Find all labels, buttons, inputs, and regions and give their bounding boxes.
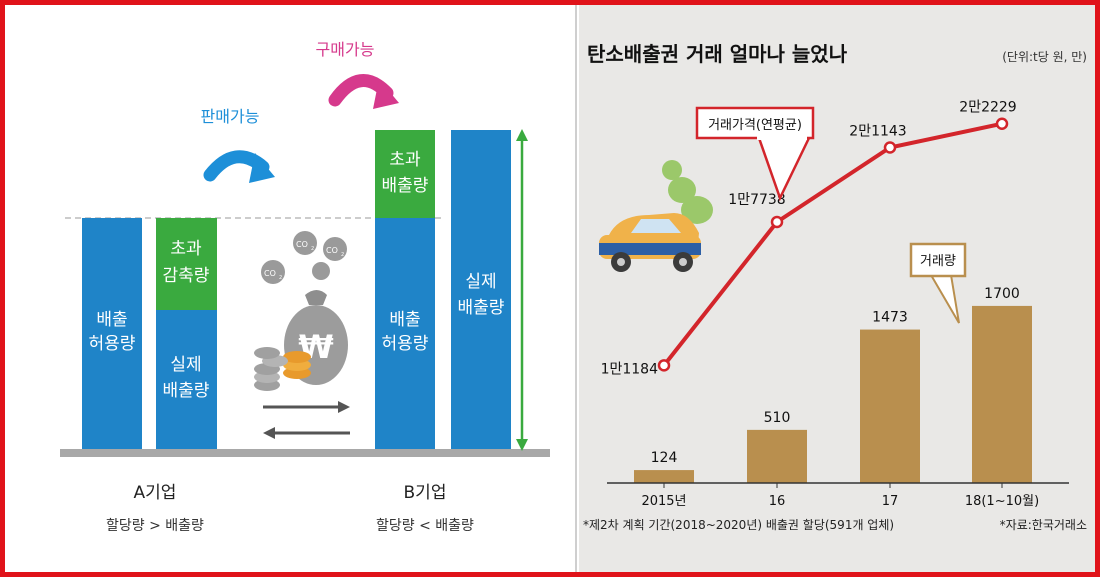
b-excess-label-1: 초과 (389, 150, 421, 170)
x-axis: 2015년 16 17 18(1~10월) (607, 482, 1069, 509)
co2-bubble-icon: CO 2 (261, 260, 285, 284)
company-a-label: A기업 (134, 483, 177, 503)
b-actual-label-1: 실제 (465, 272, 496, 292)
price-point-label: 2만2229 (959, 100, 1016, 116)
price-callout: 거래가격(연평균) (695, 106, 815, 202)
volume-bar-label: 1700 (984, 286, 1020, 302)
source-note: *자료:한국거래소 (1000, 518, 1087, 532)
a-actual-label-1: 실제 (170, 355, 201, 375)
x-tick-label: 17 (882, 494, 899, 509)
price-point (995, 117, 1009, 130)
volume-bar (972, 305, 1032, 483)
svg-text:CO: CO (264, 269, 276, 278)
price-point-label: 1만1184 (601, 361, 659, 377)
price-line: 1만1184 1만7738 2만1143 2만2229 (601, 100, 1017, 378)
car-icon (599, 160, 713, 272)
b-excess-label-2: 배출량 (382, 176, 429, 196)
a-allowance-bar (82, 218, 142, 449)
ground-bar (60, 449, 550, 457)
a-actual-bar (156, 310, 217, 449)
price-point (770, 215, 784, 229)
buy-possible-label: 구매가능 (316, 40, 375, 59)
volume-bar-label: 1473 (872, 310, 908, 326)
a-actual-label-2: 배출량 (163, 381, 210, 401)
a-reduction-bar (156, 218, 217, 310)
volume-bar (860, 329, 920, 483)
price-series-name: 거래가격(연평균) (708, 118, 802, 133)
bracket-arrow-down-icon (516, 439, 528, 451)
b-actual-bar (451, 130, 511, 449)
x-tick-label: 16 (769, 494, 786, 509)
a-reduction-label-1: 초과 (170, 239, 202, 259)
svg-text:2: 2 (279, 275, 282, 281)
b-allowance-label-2: 허용량 (382, 334, 429, 354)
co2-bubble-icon: CO 2 (323, 237, 347, 261)
volume-bar-label: 510 (764, 410, 791, 426)
emission-trading-diagram: 배출 허용량 초과 감축량 실제 배출량 초과 배출량 배출 허용량 실제 배출… (60, 40, 550, 534)
volume-bar-label: 124 (651, 450, 678, 466)
volume-bar (634, 470, 694, 483)
trade-chart: 탄소배출권 거래 얼마나 늘었나 (단위:t당 원, 만) 124 510 1473… (583, 42, 1087, 532)
a-reduction-label-2: 감축량 (163, 266, 210, 286)
a-allowance-label-1: 배출 (96, 310, 127, 330)
co2-bubble-icon (312, 262, 330, 280)
company-b-label: B기업 (404, 483, 447, 503)
svg-text:2: 2 (341, 252, 344, 258)
svg-text:CO: CO (296, 240, 308, 249)
footnote: *제2차 계획 기간(2018~2020년) 배출권 할당(591개 업체) (583, 518, 894, 532)
a-allowance-label-2: 허용량 (89, 334, 136, 354)
svg-text:CO: CO (326, 246, 338, 255)
unit-note: (단위:t당 원, 만) (1002, 50, 1087, 64)
b-actual-label-2: 배출량 (458, 298, 505, 318)
right-panel: 탄소배출권 거래 얼마나 늘었나 (단위:t당 원, 만) 124 510 1473… (579, 5, 1095, 572)
price-point (883, 141, 897, 154)
buy-arrowhead-icon (373, 79, 399, 109)
company-a-note: 할당량 > 배출량 (106, 518, 204, 534)
bracket-arrow-up-icon (516, 129, 528, 141)
price-point (657, 359, 671, 372)
company-b-note: 할당량 < 배출량 (376, 518, 474, 534)
price-line-path (662, 121, 1003, 367)
coins-icon (254, 347, 311, 391)
price-point-label: 2만1143 (849, 123, 906, 139)
sell-possible-label: 판매가능 (201, 107, 260, 126)
price-point-label: 1만7738 (728, 192, 785, 208)
volume-callout: 거래량 (909, 242, 967, 324)
co2-bubble-icon: CO 2 (293, 231, 317, 255)
b-excess-bar (375, 130, 435, 218)
exchange-arrows-icon (263, 401, 350, 439)
sell-arrowhead-icon (249, 153, 275, 183)
b-allowance-label-1: 배출 (389, 310, 420, 330)
b-allowance-bar (375, 218, 435, 449)
svg-text:2: 2 (311, 246, 314, 252)
volume-bar (747, 429, 807, 483)
x-tick-label: 18(1~10월) (965, 494, 1039, 509)
volume-series-name: 거래량 (920, 254, 956, 269)
x-tick-label: 2015년 (641, 494, 686, 509)
chart-title: 탄소배출권 거래 얼마나 늘었나 (587, 42, 848, 66)
volume-bars: 124 510 1473 1700 (634, 286, 1032, 483)
left-panel: 배출 허용량 초과 감축량 실제 배출량 초과 배출량 배출 허용량 실제 배출… (5, 5, 577, 572)
